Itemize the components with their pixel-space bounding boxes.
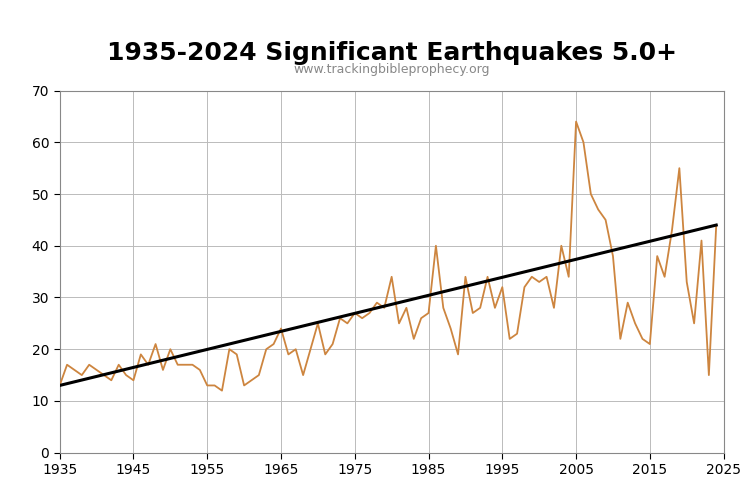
Text: www.trackingbibleprophecy.org: www.trackingbibleprophecy.org — [293, 63, 490, 76]
Title: 1935-2024 Significant Earthquakes 5.0+: 1935-2024 Significant Earthquakes 5.0+ — [107, 41, 677, 65]
